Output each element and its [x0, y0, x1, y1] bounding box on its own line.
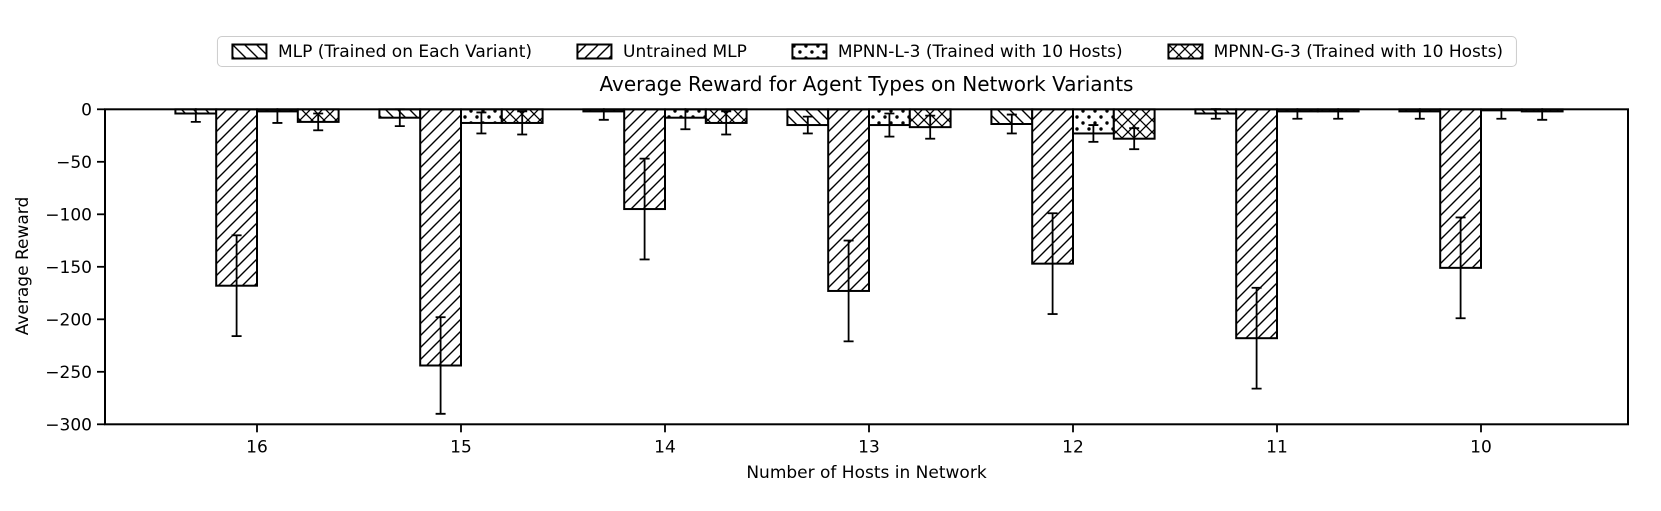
- x-axis-label: Number of Hosts in Network: [746, 463, 987, 483]
- legend-item-1: Untrained MLP: [576, 42, 747, 62]
- legend-label: MLP (Trained on Each Variant): [277, 41, 532, 62]
- chart-title: Average Reward for Agent Types on Networ…: [599, 72, 1134, 96]
- y-axis-label: Average Reward: [13, 196, 33, 336]
- legend-item-0: MLP (Trained on Each Variant): [231, 42, 532, 62]
- legend-swatch-backslash-hatch-icon: [231, 43, 268, 60]
- y-tick-label: −200: [45, 310, 92, 330]
- y-tick-labels: 0 −50 −100 −150 −200 −250 −300: [45, 100, 105, 435]
- legend-label: Untrained MLP: [623, 41, 747, 62]
- y-tick-label: −50: [56, 153, 92, 173]
- legend: MLP (Trained on Each Variant) Untrained M…: [216, 36, 1518, 67]
- y-tick-label: −250: [45, 363, 92, 383]
- legend-item-2: MPNN-L-3 (Trained with 10 Hosts): [791, 42, 1123, 62]
- x-tick-label: 14: [654, 437, 676, 457]
- legend-swatch-dots-hatch-icon: [791, 43, 828, 60]
- y-tick-label: −100: [45, 205, 92, 225]
- error-bars-series-1: [231, 157, 1466, 415]
- legend-label: MPNN-G-3 (Trained with 10 Hosts): [1213, 41, 1504, 62]
- y-tick-label: −300: [45, 415, 92, 435]
- x-tick-label: 15: [450, 437, 472, 457]
- x-tick-label: 11: [1266, 437, 1288, 457]
- x-tick-label: 16: [246, 437, 268, 457]
- legend-swatch-cross-hatch-icon: [1167, 43, 1204, 60]
- error-bars-series-3: [313, 108, 1548, 151]
- y-tick-label: −150: [45, 258, 92, 278]
- x-tick-labels: 16 15 14 13 12 11 10: [246, 424, 1492, 457]
- plot-area: [174, 108, 1564, 415]
- x-tick-label: 13: [858, 437, 880, 457]
- x-tick-label: 12: [1062, 437, 1084, 457]
- legend-swatch-slash-hatch-icon: [576, 43, 613, 60]
- y-tick-label: 0: [81, 100, 92, 120]
- legend-item-3: MPNN-G-3 (Trained with 10 Hosts): [1167, 42, 1503, 62]
- error-bars-series-2: [272, 108, 1507, 143]
- legend-label: MPNN-L-3 (Trained with 10 Hosts): [837, 41, 1123, 62]
- x-tick-label: 10: [1470, 437, 1492, 457]
